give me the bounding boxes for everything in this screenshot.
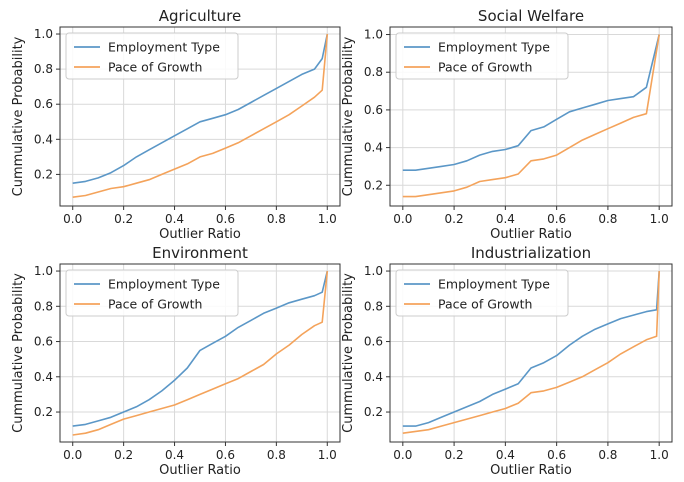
y-tick-label: 1.0 [364,28,383,42]
legend-box [65,32,239,80]
y-tick-label: 0.2 [364,405,383,419]
subplot-4: 0.0 0.2 0.4 0.6 0.8 1.0 0.2 0.4 0.6 0.8 1.0 Industr… [341,244,673,478]
y-tick-label: 0.8 [34,62,53,76]
x-tick-label: 0.0 [63,212,82,226]
legend: Employment Type Pace of Growth [65,32,239,80]
subplot-3: 0.0 0.2 0.4 0.6 0.8 1.0 0.2 0.4 0.6 0.8 1.0 Environ… [11,244,341,478]
y-tick-label: 0.4 [364,141,383,155]
x-tick-label: 0.8 [598,212,617,226]
x-tick-label: 1.0 [650,448,669,462]
plot-frame [389,26,673,207]
x-tick-label: 0.2 [445,448,464,462]
x-tick-label: 0.8 [267,212,286,226]
series-line-pace-of-growth [402,34,660,198]
series-line-employment-type [402,34,660,171]
chart-title: Environment [152,244,248,262]
legend-label: Employment Type [108,277,220,292]
y-tick-label: 1.0 [364,264,383,278]
legend-label: Employment Type [438,40,550,55]
x-tick-label: 0.4 [165,212,184,226]
x-tick-label: 0.6 [216,448,235,462]
chart-title: Social Welfare [478,7,584,25]
legend: Employment Type Pace of Growth [395,269,569,317]
x-axis-label: Outlier Ratio [159,463,241,478]
legend-label: Pace of Growth [438,60,532,75]
y-tick-label: 0.4 [34,370,53,384]
x-tick-label: 0.2 [445,212,464,226]
y-axis-label: Cummulative Probability [341,36,356,196]
legend-label: Pace of Growth [108,60,202,75]
y-axis-label: Cummulative Probability [341,273,356,433]
x-axis-label: Outlier Ratio [159,227,241,242]
legend-label: Employment Type [108,40,220,55]
subplot-2: 0.0 0.2 0.4 0.6 0.8 1.0 0.2 0.4 0.6 0.8 1.0 Social … [341,7,673,242]
subplot-1: 0.0 0.2 0.4 0.6 0.8 1.0 0.2 0.4 0.6 0.8 1.0 Agricul… [11,7,341,242]
y-tick-label: 0.8 [364,65,383,79]
y-tick-label: 0.4 [364,370,383,384]
chart-title: Agriculture [159,7,242,25]
x-tick-label: 0.8 [598,448,617,462]
x-axis-label: Outlier Ratio [490,463,572,478]
plot-frame [389,263,673,443]
y-tick-label: 0.6 [34,335,53,349]
y-tick-label: 0.8 [34,299,53,313]
x-tick-label: 0.8 [267,448,286,462]
x-tick-label: 0.0 [393,212,412,226]
y-tick-label: 0.4 [34,132,53,146]
y-tick-label: 0.6 [364,103,383,117]
x-tick-label: 0.0 [393,448,412,462]
x-tick-label: 0.2 [114,448,133,462]
y-axis-label: Cummulative Probability [11,36,26,196]
legend-label: Employment Type [438,277,550,292]
x-tick-label: 0.6 [547,448,566,462]
series-line-pace-of-growth [402,270,660,434]
legend-box [395,32,569,80]
x-tick-label: 0.6 [547,212,566,226]
legend-box [65,269,239,317]
series-line-pace-of-growth [72,33,329,198]
y-tick-label: 0.2 [364,178,383,192]
legend-label: Pace of Growth [108,297,202,312]
x-tick-label: 1.0 [650,212,669,226]
legend: Employment Type Pace of Growth [65,269,239,317]
x-tick-label: 0.6 [216,212,235,226]
y-tick-label: 1.0 [34,27,53,41]
y-tick-label: 0.2 [34,405,53,419]
x-axis-label: Outlier Ratio [490,227,572,242]
y-tick-label: 0.6 [364,335,383,349]
y-tick-label: 1.0 [34,264,53,278]
x-tick-label: 1.0 [318,212,337,226]
x-tick-label: 0.4 [496,448,515,462]
series-line-employment-type [402,270,660,427]
plot-frame [59,26,341,207]
legend-box [395,269,569,317]
x-tick-label: 0.0 [63,448,82,462]
chart-title: Industrialization [471,244,591,262]
y-tick-label: 0.2 [34,167,53,181]
series-line-employment-type [72,270,329,427]
y-axis-label: Cummulative Probability [11,273,26,433]
x-tick-label: 0.2 [114,212,133,226]
series-line-pace-of-growth [72,270,329,436]
x-tick-label: 0.4 [165,448,184,462]
legend: Employment Type Pace of Growth [395,32,569,80]
x-tick-label: 0.4 [496,212,515,226]
series-line-employment-type [72,33,329,184]
x-tick-label: 1.0 [318,448,337,462]
plot-frame [59,263,341,443]
y-tick-label: 0.8 [364,299,383,313]
y-tick-label: 0.6 [34,97,53,111]
legend-label: Pace of Growth [438,297,532,312]
